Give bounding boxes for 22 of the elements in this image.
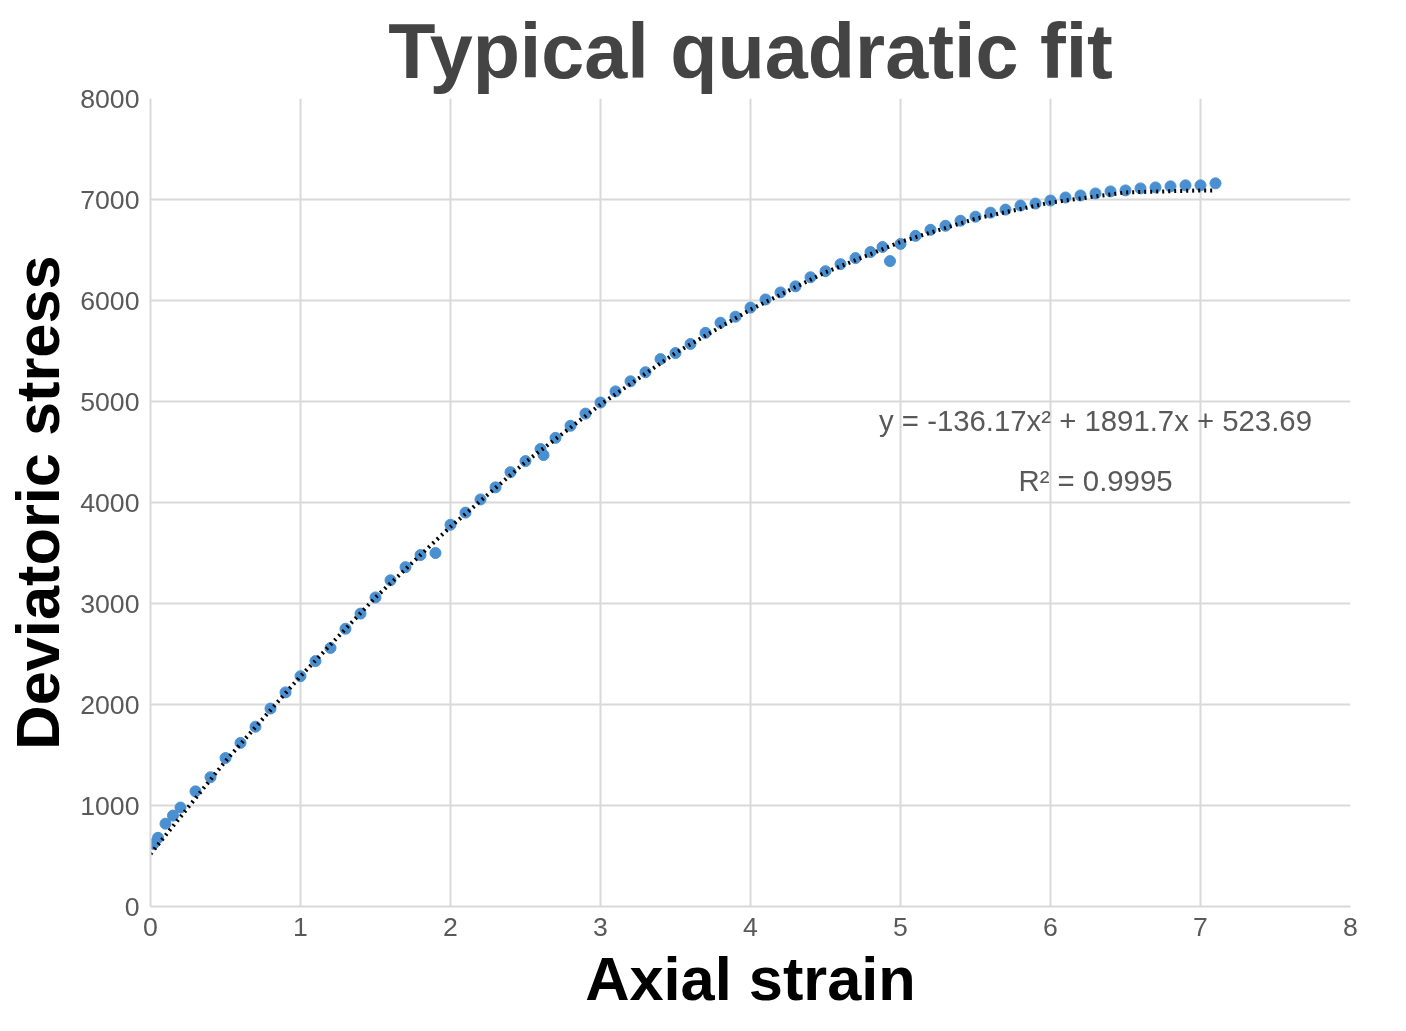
y-tick-label: 3000 (80, 588, 140, 619)
y-tick-label: 4000 (80, 487, 140, 518)
x-tick-label: 8 (1343, 911, 1358, 942)
chart-title: Typical quadratic fit (388, 7, 1113, 94)
x-tick-label: 2 (443, 911, 458, 942)
x-tick-label: 7 (1193, 911, 1208, 942)
y-tick-label: 2000 (80, 689, 140, 720)
annotation: y = -136.17x² + 1891.7x + 523.69 (879, 403, 1312, 437)
y-tick-label: 6000 (80, 285, 140, 316)
x-tick-label: 5 (893, 911, 908, 942)
x-tick-label: 3 (593, 911, 608, 942)
x-tick-label: 1 (293, 911, 308, 942)
y-tick-label: 5000 (80, 386, 140, 417)
y-tick-label: 0 (124, 891, 140, 922)
y-tick-label: 7000 (80, 184, 140, 215)
x-tick-label: 4 (743, 911, 759, 942)
y-axis-title: Deviatoric stress (3, 255, 73, 750)
annotation: R² = 0.9995 (1018, 464, 1173, 498)
y-tick-label: 8000 (80, 83, 140, 114)
x-tick-label: 6 (1043, 911, 1058, 942)
x-axis-title: Axial strain (585, 943, 916, 1013)
y-tick-label: 1000 (80, 790, 140, 821)
